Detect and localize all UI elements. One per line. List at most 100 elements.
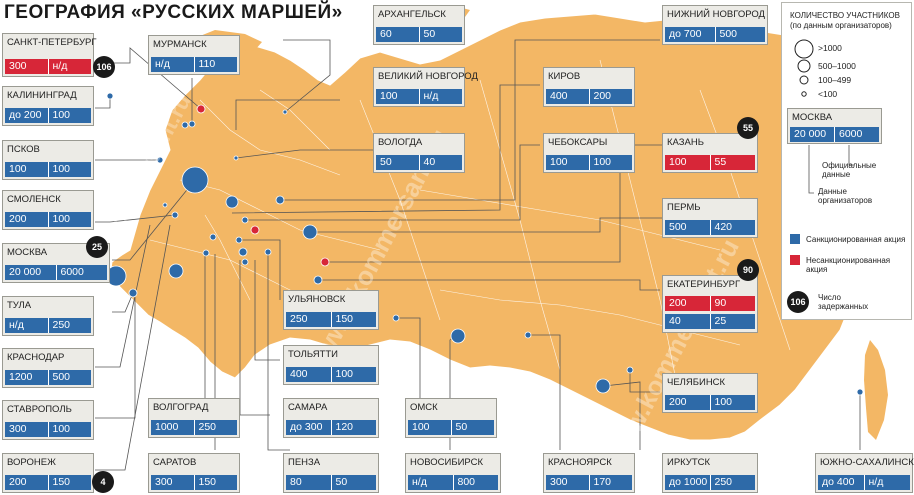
city-values-pskov: 100 100 bbox=[5, 162, 91, 177]
city-values-vnovgorod: 100 н/д bbox=[376, 89, 462, 104]
legend-unsanctioned-label: Несанкционированная акция bbox=[806, 256, 891, 274]
city-box-saratov: САРАТОВ 300 150 bbox=[148, 453, 240, 493]
official-count: 100 bbox=[546, 155, 590, 170]
city-name-vologda: ВОЛОГДА bbox=[378, 137, 423, 148]
legend-unsanctioned-swatch bbox=[790, 255, 800, 265]
city-marker bbox=[171, 211, 179, 219]
city-marker bbox=[106, 92, 114, 100]
official-count: 300 bbox=[151, 475, 195, 490]
official-count: н/д bbox=[151, 57, 195, 72]
city-values-krasnoyarsk: 300 170 bbox=[546, 475, 632, 490]
city-box-volgograd: ВОЛГОГРАД 1000 250 bbox=[148, 398, 240, 438]
city-name-nnovgorod: НИЖНИЙ НОВГОРОД bbox=[667, 9, 765, 20]
official-count: 100 bbox=[665, 155, 711, 170]
city-marker bbox=[168, 263, 184, 279]
city-name-arkhangelsk: АРХАНГЕЛЬСК bbox=[378, 9, 446, 20]
organizers-count: 170 bbox=[589, 475, 632, 490]
city-marker bbox=[209, 233, 217, 241]
city-values-samara: до 300 120 bbox=[286, 420, 376, 435]
official-count: 40 bbox=[665, 314, 711, 329]
organizers-count: 50 bbox=[419, 27, 462, 42]
city-box-yuzhno: ЮЖНО-САХАЛИНСК до 400 н/д bbox=[815, 453, 914, 493]
official-count: 100 bbox=[5, 162, 49, 177]
city-marker bbox=[188, 120, 196, 128]
city-box-smolensk: СМОЛЕНСК 200 100 bbox=[2, 190, 94, 230]
organizers-count: 100 bbox=[331, 367, 376, 382]
city-values-volgograd: 1000 250 bbox=[151, 420, 237, 435]
city-box-pskov: ПСКОВ 100 100 bbox=[2, 140, 94, 180]
city-marker bbox=[162, 202, 168, 208]
organizers-count: 800 bbox=[453, 475, 498, 490]
official-count: 20 000 bbox=[5, 265, 57, 280]
official-count: 200 bbox=[665, 395, 711, 410]
city-name-novosibirsk: НОВОСИБИРСК bbox=[410, 457, 484, 468]
city-values-murmansk: н/д 110 bbox=[151, 57, 237, 72]
city-box-krasnoyarsk: КРАСНОЯРСК 300 170 bbox=[543, 453, 635, 493]
city-box-arkhangelsk: АРХАНГЕЛЬСК 60 50 bbox=[373, 5, 465, 45]
official-count: до 300 bbox=[286, 420, 332, 435]
organizers-count: 120 bbox=[331, 420, 376, 435]
city-values-spb: 300 н/д bbox=[5, 59, 91, 74]
organizers-count: 100 bbox=[48, 108, 91, 123]
city-name-ulyanovsk: УЛЬЯНОВСК bbox=[288, 294, 346, 305]
organizers-count: 150 bbox=[331, 312, 376, 327]
official-count: 1200 bbox=[5, 370, 49, 385]
city-name-ekb: ЕКАТЕРИНБУРГ bbox=[667, 279, 741, 290]
city-box-kaliningrad: КАЛИНИНГРАД до 200 100 bbox=[2, 86, 94, 126]
official-count: 300 bbox=[5, 422, 49, 437]
official-count: до 700 bbox=[665, 27, 716, 42]
city-marker bbox=[196, 104, 206, 114]
legend-title-line2: (по данным организаторов) bbox=[790, 21, 892, 30]
official-count: 200 bbox=[5, 475, 49, 490]
official-count: 500 bbox=[665, 220, 711, 235]
city-box-samara: САМАРА до 300 120 bbox=[283, 398, 379, 438]
city-values-chelyabinsk: 200 100 bbox=[665, 395, 755, 410]
sakhalin-island bbox=[864, 340, 888, 440]
city-name-samara: САМАРА bbox=[288, 402, 328, 413]
organizers-count: 100 bbox=[48, 162, 91, 177]
official-count: н/д bbox=[5, 318, 49, 333]
legend-sample-name: МОСКВА bbox=[792, 112, 833, 123]
city-marker bbox=[302, 224, 318, 240]
legend-sanctioned-swatch bbox=[790, 234, 800, 244]
city-values-omsk: 100 50 bbox=[408, 420, 494, 435]
city-name-smolensk: СМОЛЕНСК bbox=[7, 194, 61, 205]
organizers-count: 100 bbox=[48, 422, 91, 437]
official-count: до 400 bbox=[818, 475, 865, 490]
city-values-voronezh: 200 150 bbox=[5, 475, 91, 490]
city-values-ulyanovsk: 250 150 bbox=[286, 312, 376, 327]
size-label-s: <100 bbox=[818, 89, 838, 99]
city-name-kaliningrad: КАЛИНИНГРАД bbox=[7, 90, 77, 101]
city-box-murmansk: МУРМАНСК н/д 110 bbox=[148, 35, 240, 75]
city-box-perm: ПЕРМЬ 500 420 bbox=[662, 198, 758, 238]
organizers-count: 100 bbox=[48, 212, 91, 227]
city-name-kirov: КИРОВ bbox=[548, 71, 581, 82]
legend-title-line1: КОЛИЧЕСТВО УЧАСТНИКОВ bbox=[790, 11, 900, 20]
city-values-saratov: 300 150 bbox=[151, 475, 237, 490]
city-values-krasnodar: 1200 500 bbox=[5, 370, 91, 385]
legend-sample-bar: 20 000 6000 bbox=[790, 127, 879, 142]
city-box-irkutsk: ИРКУТСК до 1000 250 bbox=[662, 453, 758, 493]
official-count: н/д bbox=[408, 475, 454, 490]
legend-size-markers bbox=[794, 39, 814, 97]
official-count: 50 bbox=[376, 155, 420, 170]
city-values-cheboksary: 100 100 bbox=[546, 155, 632, 170]
city-values-nnovgorod: до 700 500 bbox=[665, 27, 765, 42]
city-name-volgograd: ВОЛГОГРАД bbox=[153, 402, 209, 413]
city-marker bbox=[241, 258, 249, 266]
city-name-pskov: ПСКОВ bbox=[7, 144, 40, 155]
official-count: 100 bbox=[408, 420, 452, 435]
city-marker bbox=[275, 195, 285, 205]
city-name-moscow: МОСКВА bbox=[7, 247, 48, 258]
city-values-novosibirsk: н/д 800 bbox=[408, 475, 498, 490]
page-title: ГЕОГРАФИЯ «РУССКИХ МАРШЕЙ» bbox=[4, 2, 343, 23]
detained-badge-moscow: 25 bbox=[86, 236, 108, 258]
organizers-count: 250 bbox=[194, 420, 237, 435]
organizers-count: 90 bbox=[710, 296, 755, 311]
organizers-count: 100 bbox=[710, 395, 755, 410]
city-name-chelyabinsk: ЧЕЛЯБИНСК bbox=[667, 377, 726, 388]
city-name-krasnodar: КРАСНОДАР bbox=[7, 352, 65, 363]
legend-official-note: Официальные данные bbox=[822, 161, 877, 179]
official-count: 400 bbox=[286, 367, 332, 382]
